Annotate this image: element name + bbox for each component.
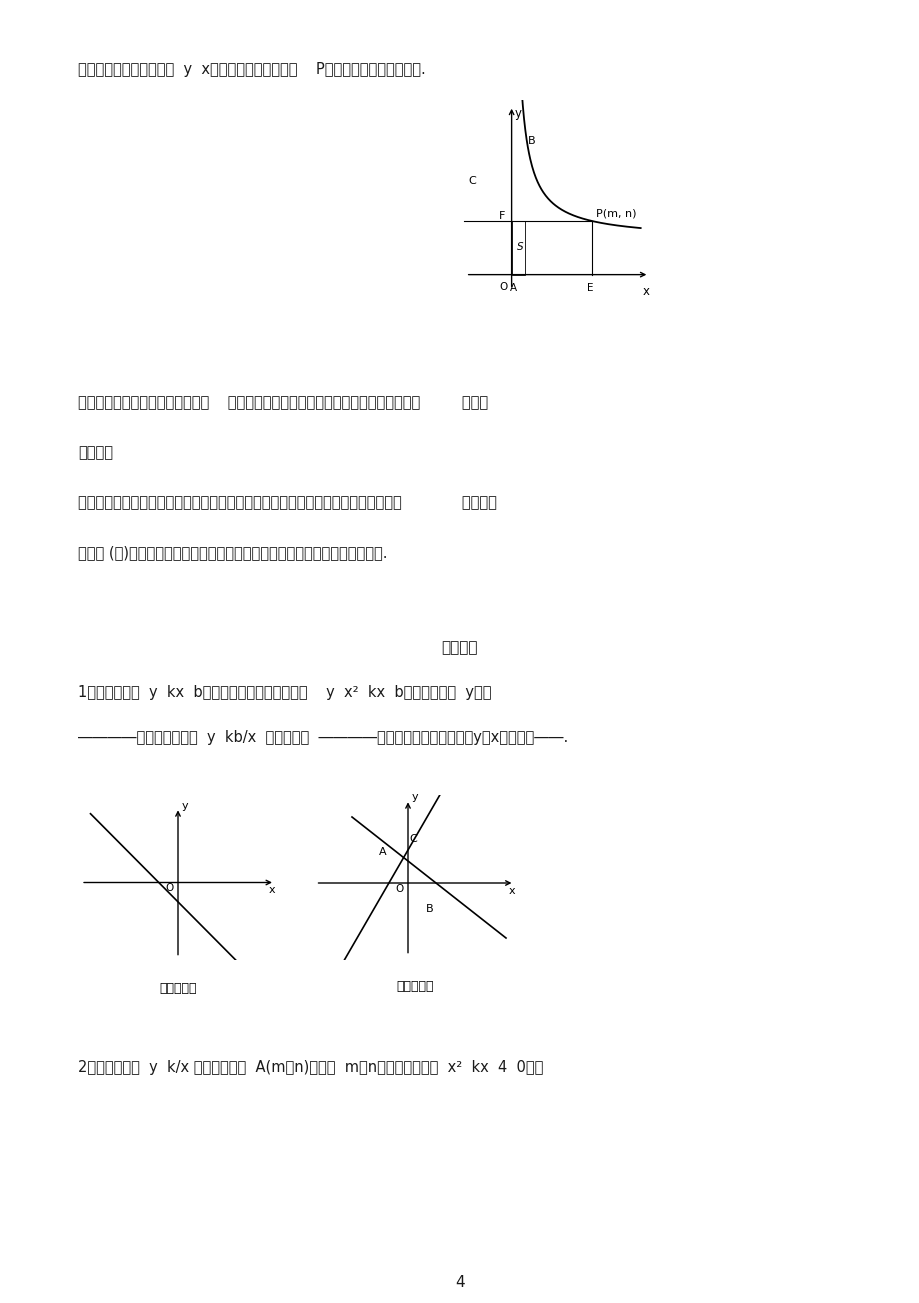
Text: O: O (498, 281, 506, 292)
Text: （第３题）: （第３题） (396, 980, 433, 993)
Text: O: O (165, 883, 174, 893)
Text: 注：求两个函数图象的交点坐标，    一般通过解这两个函数解析式组成的方程组得到，         求符合: 注：求两个函数图象的交点坐标， 一般通过解这两个函数解析式组成的方程组得到， 求… (78, 395, 488, 410)
Text: A: A (378, 847, 386, 857)
Text: P(m, n): P(m, n) (596, 208, 636, 219)
Text: 4: 4 (455, 1276, 464, 1290)
Text: 1．若一次函数  y  kx  b的图象如图所示，则抛物线    y  x²  kx  b的对称轴位于  y轴的: 1．若一次函数 y kx b的图象如图所示，则抛物线 y x² kx b的对称轴… (78, 685, 491, 700)
Text: E: E (586, 283, 593, 293)
Text: y: y (182, 800, 188, 810)
Text: F: F (498, 211, 505, 220)
Text: 的点的坐标，需根据问题中的数量关系和几何元素间的关系建立关于纵横坐标的方程             （组），: 的点的坐标，需根据问题中的数量关系和几何元素间的关系建立关于纵横坐标的方程 （组… (78, 495, 496, 509)
Text: x: x (508, 886, 515, 896)
Text: S: S (516, 242, 523, 251)
Text: 解方程 (组)便可求得有关点的坐标，对于几何问题，还应注意图形的分类讨论.: 解方程 (组)便可求得有关点的坐标，对于几何问题，还应注意图形的分类讨论. (78, 545, 387, 560)
Text: 某种条件: 某种条件 (78, 446, 113, 460)
Text: O: O (395, 883, 403, 894)
Text: 2．反比例函数  y  k/x 的图象经过点  A(m，n)，其中  m、n是一元二次方程  x²  kx  4  0的两: 2．反比例函数 y k/x 的图象经过点 A(m，n)，其中 m、n是一元二次方… (78, 1061, 543, 1075)
Bar (511, 220, 524, 275)
Text: B: B (527, 136, 535, 146)
Text: x: x (268, 886, 275, 895)
Text: A: A (509, 283, 516, 293)
Text: ――――侧；反比例函数  y  kb/x  的图象在第  ――――象限，在每一个象限内，y随x的增大而――.: ――――侧；反比例函数 y kb/x 的图象在第 ――――象限，在每一个象限内，… (78, 730, 568, 745)
Text: B: B (425, 904, 433, 915)
Text: 解题的关键是双曲线关于  y  x对称，符合题设条件的    P点不惟一，故思考须周密.: 解题的关键是双曲线关于 y x对称，符合题设条件的 P点不惟一，故思考须周密. (78, 63, 425, 77)
Text: y: y (411, 792, 417, 803)
Text: 学历训练: 学历训练 (441, 640, 478, 655)
Text: y: y (515, 107, 521, 120)
Text: （第１题）: （第１题） (159, 981, 197, 994)
Text: C: C (468, 176, 476, 186)
Text: C: C (409, 834, 416, 844)
Text: x: x (642, 285, 649, 298)
